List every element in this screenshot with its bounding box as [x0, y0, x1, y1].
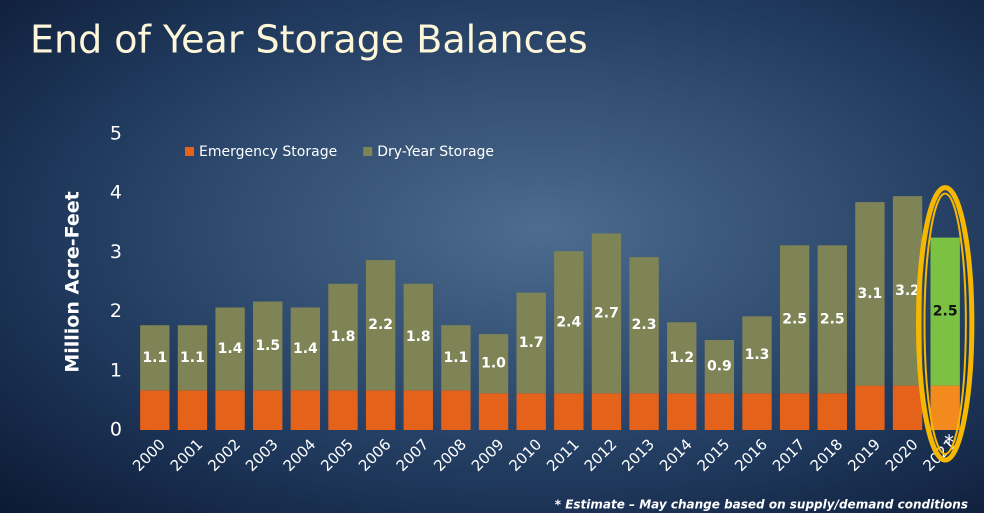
bar-segment	[441, 325, 471, 391]
bar-segment	[667, 322, 697, 394]
bar-segment	[667, 393, 697, 430]
bar-segment	[591, 393, 622, 430]
bar-segment	[779, 245, 810, 394]
bar-segment	[328, 283, 358, 391]
legend-label: Dry-Year Storage	[377, 144, 494, 160]
y-tick-label: 2	[110, 300, 122, 322]
data-label: 1.4	[293, 341, 318, 357]
y-tick-label: 5	[110, 123, 122, 145]
bar-segment	[215, 307, 245, 391]
bar-segment	[177, 390, 208, 430]
bar-segment	[140, 325, 170, 391]
data-label: 2.5	[933, 304, 958, 320]
bar-segment	[704, 393, 735, 430]
bar-segment	[855, 385, 885, 430]
bar-segment	[591, 233, 622, 394]
legend-label: Emergency Storage	[199, 144, 337, 160]
data-label: 1.1	[444, 350, 469, 366]
bar-segment	[855, 202, 885, 386]
data-label: 1.4	[218, 341, 243, 357]
bar-segment	[516, 393, 546, 430]
bar-segment	[253, 390, 283, 430]
data-label: 2.2	[368, 317, 393, 333]
bar-segment	[704, 340, 735, 394]
legend-swatch	[363, 147, 373, 156]
y-tick-label: 1	[110, 359, 122, 381]
data-label: 2.3	[632, 317, 657, 333]
data-label: 1.8	[406, 329, 431, 345]
bar-segment	[253, 301, 283, 391]
bar-segment	[290, 307, 321, 391]
bar-segment	[478, 393, 509, 430]
data-label: 1.0	[481, 356, 506, 372]
bar-segment	[365, 390, 396, 430]
footnote: * Estimate – May change based on supply/…	[555, 498, 968, 512]
bar-segment	[742, 393, 772, 430]
data-label: 2.4	[556, 314, 581, 330]
y-tick-label: 4	[110, 182, 122, 204]
bar-segment	[779, 393, 810, 430]
bar-segment	[516, 292, 546, 394]
bar-segment	[629, 393, 659, 430]
bar-segment	[177, 325, 208, 391]
bar-segment	[140, 390, 170, 430]
data-label: 2.5	[820, 311, 845, 327]
data-label: 1.3	[745, 347, 770, 363]
bar-segment	[629, 257, 659, 394]
data-label: 3.1	[858, 286, 883, 302]
bar-segment	[290, 390, 321, 430]
y-tick-label: 0	[110, 419, 122, 441]
bar-segment	[817, 393, 847, 430]
bar-segment	[403, 390, 433, 430]
data-label: 2.7	[594, 305, 619, 321]
legend-swatch	[185, 147, 194, 156]
data-label: 1.1	[142, 350, 167, 366]
highlight-mark: *	[944, 431, 954, 455]
y-tick-label: 3	[110, 241, 122, 263]
bar-segment	[930, 385, 960, 430]
data-label: 1.7	[519, 335, 544, 351]
data-label: 1.8	[331, 329, 356, 345]
bar-segment	[742, 316, 772, 394]
data-label: 1.5	[255, 338, 280, 354]
bar-segment	[930, 237, 960, 386]
data-label: 1.1	[180, 350, 205, 366]
bar-segment	[403, 283, 433, 391]
chart-title: End of Year Storage Balances	[30, 18, 588, 62]
highlight-ring	[916, 185, 975, 463]
data-label: 3.2	[895, 283, 920, 299]
bar-segment	[817, 245, 847, 394]
data-label: 2.5	[782, 311, 807, 327]
bar-segment	[554, 251, 584, 394]
bar-segment	[554, 393, 584, 430]
bar-segment	[328, 390, 358, 430]
data-label: 1.2	[669, 350, 694, 366]
bar-segment	[365, 260, 396, 391]
highlight-ring-inner	[923, 192, 967, 455]
y-axis-label: Million Acre-Feet	[62, 191, 84, 372]
bar-segment	[441, 390, 471, 430]
bar-segment	[478, 334, 509, 394]
bar-segment	[215, 390, 245, 430]
data-label: 0.9	[707, 359, 732, 375]
bar-segment	[892, 385, 923, 430]
